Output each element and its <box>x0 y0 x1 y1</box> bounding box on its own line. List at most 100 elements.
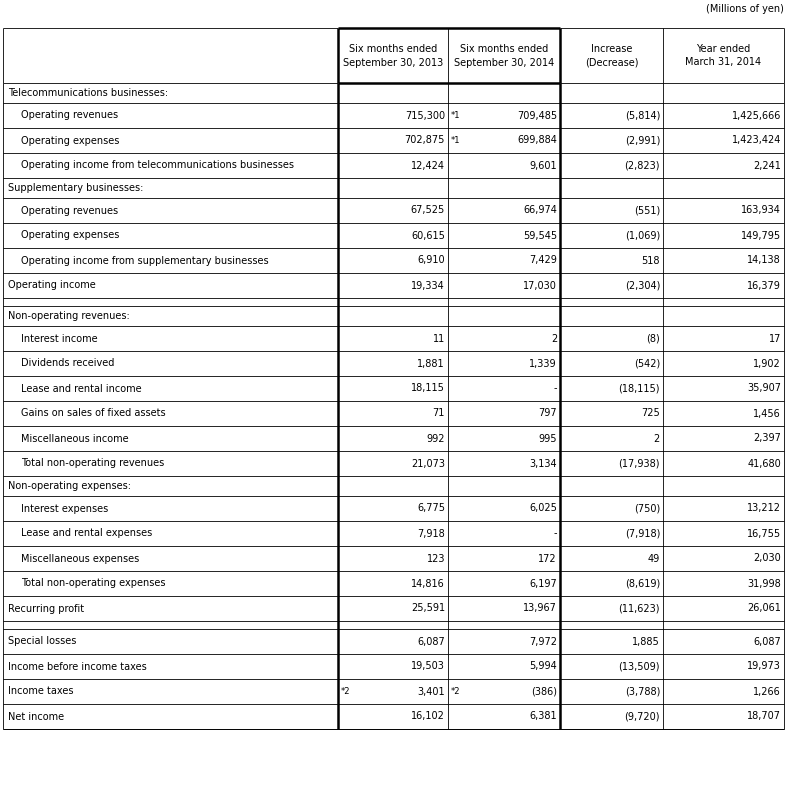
Text: 25,591: 25,591 <box>411 604 445 614</box>
Text: 66,974: 66,974 <box>523 205 557 216</box>
Text: (542): (542) <box>634 359 660 368</box>
Text: (7,918): (7,918) <box>625 529 660 538</box>
Text: 1,423,424: 1,423,424 <box>732 135 781 146</box>
Text: 26,061: 26,061 <box>747 604 781 614</box>
Text: 11: 11 <box>433 334 445 343</box>
Text: (18,115): (18,115) <box>619 383 660 394</box>
Text: Non-operating expenses:: Non-operating expenses: <box>8 481 131 491</box>
Text: 3,401: 3,401 <box>417 686 445 696</box>
Text: Year ended
March 31, 2014: Year ended March 31, 2014 <box>685 43 762 68</box>
Text: 16,379: 16,379 <box>747 280 781 290</box>
Text: 725: 725 <box>641 408 660 419</box>
Text: 149,795: 149,795 <box>741 231 781 241</box>
Text: 5,994: 5,994 <box>529 662 557 671</box>
Text: 123: 123 <box>427 553 445 563</box>
Text: 13,212: 13,212 <box>747 504 781 513</box>
Text: 699,884: 699,884 <box>517 135 557 146</box>
Text: Interest expenses: Interest expenses <box>21 504 109 513</box>
Text: 19,973: 19,973 <box>747 662 781 671</box>
Text: Miscellaneous expenses: Miscellaneous expenses <box>21 553 139 563</box>
Text: 1,339: 1,339 <box>530 359 557 368</box>
Text: (3,788): (3,788) <box>625 686 660 696</box>
Text: 702,875: 702,875 <box>405 135 445 146</box>
Text: 1,266: 1,266 <box>753 686 781 696</box>
Text: Recurring profit: Recurring profit <box>8 604 84 614</box>
Text: 71: 71 <box>433 408 445 419</box>
Text: (551): (551) <box>634 205 660 216</box>
Text: Total non-operating revenues: Total non-operating revenues <box>21 459 164 468</box>
Text: Income taxes: Income taxes <box>8 686 73 696</box>
Text: 18,707: 18,707 <box>747 711 781 722</box>
Text: (2,304): (2,304) <box>625 280 660 290</box>
Text: Lease and rental income: Lease and rental income <box>21 383 142 394</box>
Text: 16,102: 16,102 <box>411 711 445 722</box>
Text: 14,816: 14,816 <box>412 578 445 589</box>
Text: -: - <box>553 383 557 394</box>
Text: 709,485: 709,485 <box>517 110 557 120</box>
Text: 6,087: 6,087 <box>417 637 445 646</box>
Text: *2: *2 <box>341 687 350 696</box>
Text: Operating expenses: Operating expenses <box>21 135 120 146</box>
Text: 67,525: 67,525 <box>411 205 445 216</box>
Text: Operating income from supplementary businesses: Operating income from supplementary busi… <box>21 256 268 265</box>
Text: 14,138: 14,138 <box>747 256 781 265</box>
Text: 1,902: 1,902 <box>753 359 781 368</box>
Text: 9,601: 9,601 <box>530 161 557 171</box>
Text: 7,972: 7,972 <box>529 637 557 646</box>
Text: 21,073: 21,073 <box>411 459 445 468</box>
Text: 1,456: 1,456 <box>753 408 781 419</box>
Text: (11,623): (11,623) <box>619 604 660 614</box>
Text: 6,910: 6,910 <box>417 256 445 265</box>
Text: 59,545: 59,545 <box>523 231 557 241</box>
Text: (13,509): (13,509) <box>619 662 660 671</box>
Text: Operating revenues: Operating revenues <box>21 110 118 120</box>
Text: 7,429: 7,429 <box>529 256 557 265</box>
Text: Supplementary businesses:: Supplementary businesses: <box>8 183 143 193</box>
Text: (2,823): (2,823) <box>625 161 660 171</box>
Text: (386): (386) <box>531 686 557 696</box>
Text: 715,300: 715,300 <box>405 110 445 120</box>
Text: 17,030: 17,030 <box>523 280 557 290</box>
Text: 163,934: 163,934 <box>741 205 781 216</box>
Text: (17,938): (17,938) <box>619 459 660 468</box>
Text: (9,720): (9,720) <box>625 711 660 722</box>
Text: 19,503: 19,503 <box>411 662 445 671</box>
Text: (1,069): (1,069) <box>625 231 660 241</box>
Text: Operating income from telecommunications businesses: Operating income from telecommunications… <box>21 161 294 171</box>
Text: 2: 2 <box>551 334 557 343</box>
Text: 6,025: 6,025 <box>529 504 557 513</box>
Text: Miscellaneous income: Miscellaneous income <box>21 434 128 444</box>
Text: (8): (8) <box>646 334 660 343</box>
Text: Telecommunications businesses:: Telecommunications businesses: <box>8 88 168 98</box>
Text: Increase
(Decrease): Increase (Decrease) <box>585 43 638 68</box>
Text: *1: *1 <box>451 111 460 120</box>
Text: 2,030: 2,030 <box>753 553 781 563</box>
Text: 3,134: 3,134 <box>530 459 557 468</box>
Text: 60,615: 60,615 <box>411 231 445 241</box>
Text: 995: 995 <box>538 434 557 444</box>
Text: *2: *2 <box>451 687 460 696</box>
Text: Dividends received: Dividends received <box>21 359 114 368</box>
Text: 6,197: 6,197 <box>529 578 557 589</box>
Text: -: - <box>553 529 557 538</box>
Text: 17: 17 <box>769 334 781 343</box>
Text: *1: *1 <box>451 136 460 145</box>
Text: 19,334: 19,334 <box>412 280 445 290</box>
Text: (2,991): (2,991) <box>625 135 660 146</box>
Text: 6,381: 6,381 <box>530 711 557 722</box>
Text: Non-operating revenues:: Non-operating revenues: <box>8 311 130 321</box>
Text: (5,814): (5,814) <box>625 110 660 120</box>
Text: 2: 2 <box>654 434 660 444</box>
Text: Special losses: Special losses <box>8 637 76 646</box>
Text: 16,755: 16,755 <box>747 529 781 538</box>
Text: 992: 992 <box>427 434 445 444</box>
Text: 6,775: 6,775 <box>417 504 445 513</box>
Text: Six months ended
September 30, 2014: Six months ended September 30, 2014 <box>454 43 554 68</box>
Text: 12,424: 12,424 <box>411 161 445 171</box>
Text: 1,885: 1,885 <box>632 637 660 646</box>
Text: 1,425,666: 1,425,666 <box>732 110 781 120</box>
Text: Net income: Net income <box>8 711 64 722</box>
Text: Lease and rental expenses: Lease and rental expenses <box>21 529 152 538</box>
Text: 7,918: 7,918 <box>417 529 445 538</box>
Text: Operating expenses: Operating expenses <box>21 231 120 241</box>
